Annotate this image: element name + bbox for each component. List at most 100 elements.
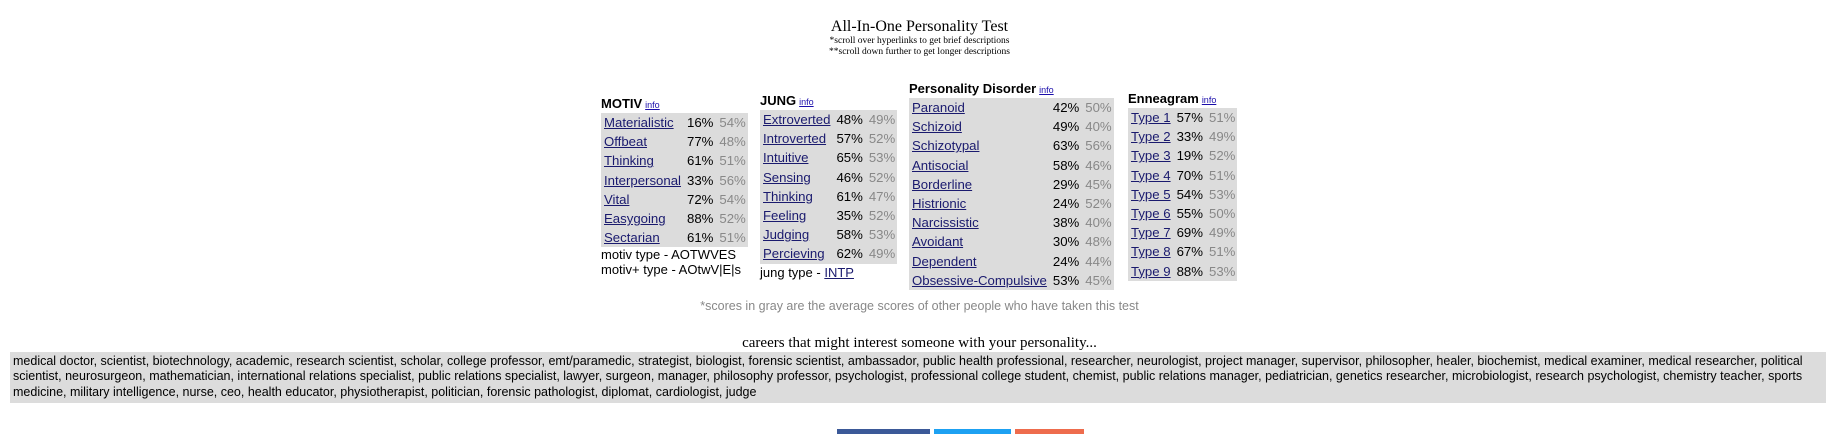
average-score: 56% <box>719 172 746 188</box>
user-score: 55% <box>1176 206 1203 222</box>
average-score: 44% <box>1085 253 1112 269</box>
motiv-info-link[interactable]: info <box>645 100 660 110</box>
user-score: 53% <box>1052 272 1080 288</box>
trait-link[interactable]: Histrionic <box>912 196 967 212</box>
score-row: Narcissistic 38% 40% <box>909 213 1114 232</box>
score-row: Thinking 61% 51% <box>601 151 748 170</box>
score-row: Offbeat 77% 48% <box>601 132 748 151</box>
score-row: Sensing 46% 52% <box>760 168 897 187</box>
trait-link[interactable]: Type 8 <box>1131 244 1171 260</box>
trait-link[interactable]: Judging <box>763 227 810 243</box>
trait-link[interactable]: Easygoing <box>604 211 666 227</box>
trait-link[interactable]: Type 4 <box>1131 167 1171 183</box>
average-score: 52% <box>1209 148 1236 164</box>
trait-link[interactable]: Avoidant <box>912 234 964 250</box>
trait-link[interactable]: Thinking <box>763 188 813 204</box>
user-score: 57% <box>836 131 863 147</box>
trait-link[interactable]: Antisocial <box>912 157 969 173</box>
average-score: 51% <box>719 153 746 169</box>
score-row: Type 6 55% 50% <box>1128 204 1237 223</box>
average-score: 54% <box>719 115 746 130</box>
trait-link[interactable]: Type 9 <box>1131 263 1171 279</box>
motiv-section: MOTIV info Materialistic 16% 54% Offbeat 77% 4… <box>601 96 748 277</box>
user-score: 70% <box>1176 167 1203 183</box>
trait-link[interactable]: Schizoid <box>912 119 962 135</box>
user-score: 42% <box>1052 100 1080 115</box>
trait-link[interactable]: Borderline <box>912 176 973 192</box>
average-score: 51% <box>719 230 746 246</box>
trait-link[interactable]: Type 2 <box>1131 129 1171 145</box>
trait-link[interactable]: Extroverted <box>763 112 831 127</box>
jung-type: jung type - INTP <box>760 264 854 280</box>
trait-link[interactable]: Thinking <box>604 153 654 169</box>
user-score: 61% <box>686 230 714 246</box>
average-score: 54% <box>719 191 746 207</box>
trait-link[interactable]: Introverted <box>763 131 827 147</box>
enneagram-info-link[interactable]: info <box>1201 95 1217 105</box>
trait-link[interactable]: Type 7 <box>1131 225 1171 241</box>
user-score: 49% <box>1052 119 1080 135</box>
jung-type-link[interactable]: INTP <box>824 264 854 280</box>
trait-link[interactable]: Type 5 <box>1131 186 1171 202</box>
user-score: 88% <box>1176 263 1203 279</box>
motiv-type: motiv type - AOTWVES <box>601 247 737 263</box>
hover-note: *scroll over hyperlinks to get brief des… <box>829 36 1010 46</box>
user-score: 65% <box>836 150 863 166</box>
average-scores-note: *scores in gray are the average scores o… <box>700 299 1139 313</box>
user-score: 19% <box>1176 148 1203 164</box>
trait-link[interactable]: Type 3 <box>1131 148 1171 164</box>
score-row: Dependent 24% 44% <box>909 252 1114 271</box>
user-score: 67% <box>1176 244 1203 260</box>
trait-link[interactable]: Sectarian <box>604 230 660 246</box>
score-row: Type 5 54% 53% <box>1128 185 1237 204</box>
pd-info-link[interactable]: info <box>1039 85 1054 95</box>
user-score: 46% <box>836 169 863 185</box>
trait-link[interactable]: Feeling <box>763 208 807 224</box>
enneagram-table: Type 1 57% 51% Type 2 33% 49% Type 3 19% 52% Type… <box>1128 108 1238 281</box>
user-score: 16% <box>686 115 714 130</box>
user-score: 62% <box>836 246 863 262</box>
trait-link[interactable]: Type 1 <box>1131 110 1171 125</box>
score-row: Avoidant 30% 48% <box>909 232 1114 251</box>
trait-link[interactable]: Schizotypal <box>912 138 980 154</box>
user-score: 35% <box>836 208 863 224</box>
score-row: Materialistic 16% 54% <box>601 113 748 132</box>
trait-link[interactable]: Interpersonal <box>604 172 681 188</box>
score-row: Antisocial 58% 46% <box>909 156 1114 175</box>
trait-link[interactable]: Intuitive <box>763 150 809 166</box>
average-score: 52% <box>719 211 746 227</box>
trait-link[interactable]: Offbeat <box>604 134 648 150</box>
user-score: 58% <box>1052 157 1080 173</box>
score-row: Schizoid 49% 40% <box>909 117 1114 136</box>
pd-table: Paranoid 42% 50% Schizoid 49% 40% Schizotypal 6… <box>909 98 1114 291</box>
average-score: 52% <box>868 131 896 147</box>
email-share-button[interactable] <box>1015 429 1084 434</box>
jung-section: JUNG info Extroverted 48% 49% Introverted 57%… <box>760 93 898 280</box>
trait-link[interactable]: Obsessive-Compulsive <box>912 272 1047 288</box>
trait-link[interactable]: Sensing <box>763 169 811 185</box>
trait-link[interactable]: Materialistic <box>604 115 674 130</box>
average-score: 40% <box>1085 119 1112 135</box>
jung-table: Extroverted 48% 49% Introverted 57% 52% Intuit… <box>760 110 898 264</box>
trait-link[interactable]: Percieving <box>763 246 825 262</box>
twitter-share-button[interactable] <box>934 429 1011 434</box>
trait-link[interactable]: Type 6 <box>1131 206 1171 222</box>
score-row: Intuitive 65% 53% <box>760 148 897 167</box>
score-row: Introverted 57% 52% <box>760 129 897 148</box>
trait-link[interactable]: Vital <box>604 191 630 207</box>
score-row: Histrionic 24% 52% <box>909 194 1114 213</box>
trait-link[interactable]: Paranoid <box>912 100 965 115</box>
score-row: Type 9 88% 53% <box>1128 262 1237 281</box>
user-score: 63% <box>1052 138 1080 154</box>
page-title: All-In-One Personality Test <box>830 18 1009 35</box>
score-row: Schizotypal 63% 56% <box>909 136 1114 155</box>
user-score: 88% <box>686 211 714 227</box>
jung-info-link[interactable]: info <box>799 97 814 107</box>
motiv-table: Materialistic 16% 54% Offbeat 77% 48% Thinking… <box>601 113 748 248</box>
scroll-note: **scroll down further to get longer desc… <box>829 46 1010 57</box>
score-row: Interpersonal 33% 56% <box>601 171 748 190</box>
average-score: 50% <box>1209 206 1236 222</box>
trait-link[interactable]: Narcissistic <box>912 215 979 231</box>
facebook-share-button[interactable] <box>837 429 930 434</box>
trait-link[interactable]: Dependent <box>912 253 977 269</box>
